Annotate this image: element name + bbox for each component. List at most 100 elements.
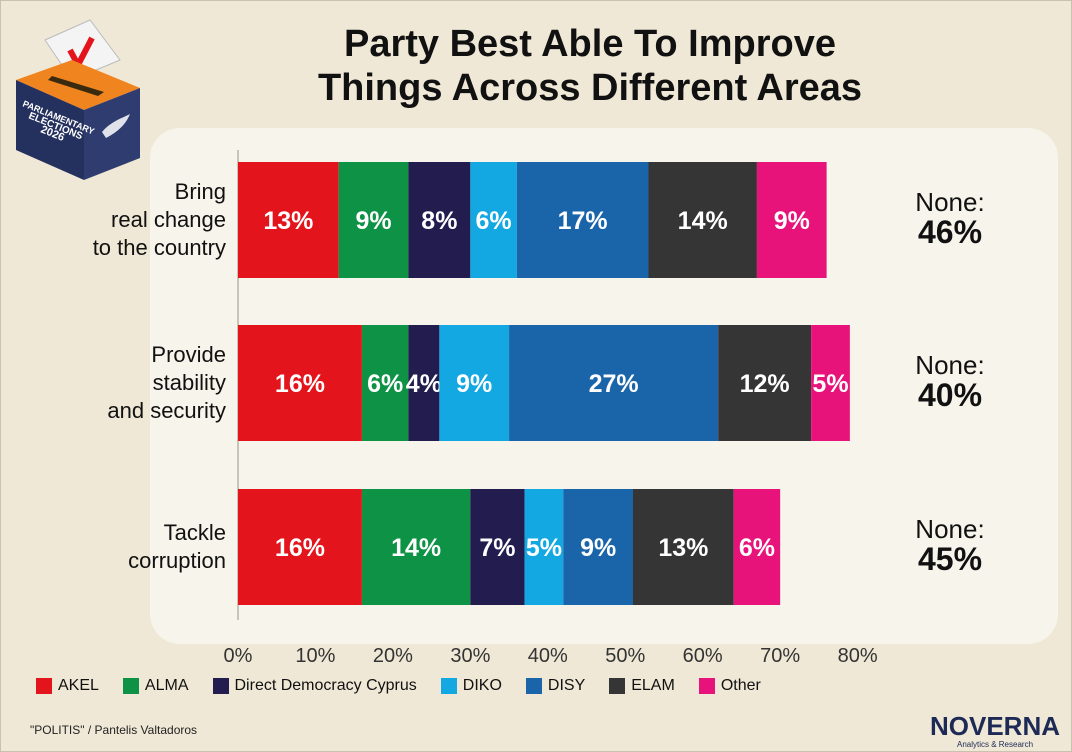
data-label: 13% <box>658 534 708 562</box>
bar-segment <box>563 489 633 605</box>
data-label: 5% <box>812 370 848 398</box>
x-tick-label: 30% <box>450 645 490 667</box>
data-label: 6% <box>367 370 403 398</box>
none-label: None: 40% <box>880 351 1020 411</box>
legend-label: ELAM <box>631 677 675 694</box>
legend-swatch <box>122 678 139 694</box>
none-value: 40% <box>917 377 983 413</box>
legend-swatch <box>36 678 52 694</box>
category-label-line: stability <box>152 370 226 395</box>
legend-item: Other <box>698 677 761 695</box>
data-label: 17% <box>558 207 608 235</box>
legend-label: DISY <box>547 677 586 694</box>
data-label: 9% <box>456 370 492 398</box>
data-label: 14% <box>391 534 441 562</box>
category-label: Tackle corruption <box>30 519 226 575</box>
legend: AKEL ALMA Direct Democracy Cyprus DIKO DISY E… <box>36 674 785 698</box>
data-label: 9% <box>580 534 616 562</box>
legend-swatch <box>525 678 542 694</box>
bar-segment <box>516 162 649 278</box>
bar-segment <box>408 162 471 278</box>
data-label: 12% <box>740 370 790 398</box>
none-value: 45% <box>917 541 983 577</box>
legend-item: ELAM <box>609 677 675 695</box>
none-caption: None: <box>915 187 985 217</box>
bar-segment <box>733 489 781 605</box>
x-tick-label: 80% <box>838 645 878 667</box>
category-label-line: Tackle <box>163 520 226 545</box>
legend-label: AKEL <box>58 677 99 694</box>
brand-tagline: Analytics & Research <box>956 740 1034 749</box>
legend-item: DIKO <box>440 677 502 695</box>
data-label: 16% <box>275 370 325 398</box>
title-line-2: Things Across Different Areas <box>317 67 863 109</box>
none-caption: None: <box>915 514 985 544</box>
legend-swatch <box>609 678 626 694</box>
legend-label: DIKO <box>462 677 502 694</box>
data-label: 6% <box>739 534 775 562</box>
bar-segment <box>238 325 362 441</box>
bar-segment <box>361 489 471 605</box>
x-tick-label: 20% <box>373 645 413 667</box>
data-label: 16% <box>275 534 325 562</box>
brand-name: NOVERNA <box>930 711 1061 741</box>
legend-item: DISY <box>525 677 586 695</box>
chart-title: Party Best Able To Improve Things Across… <box>240 22 940 110</box>
bar-segment <box>524 489 564 605</box>
data-label: 6% <box>476 207 512 235</box>
legend-item: AKEL <box>36 677 99 695</box>
bar-segment <box>632 489 734 605</box>
bar-segment <box>470 489 525 605</box>
bar-segment <box>718 325 812 441</box>
x-tick-label: 50% <box>605 645 645 667</box>
bar-segment <box>439 325 510 441</box>
data-label: 13% <box>263 207 313 235</box>
bar-segment <box>648 162 757 278</box>
category-label: Bring real change to the country <box>30 178 226 262</box>
source-credit: "POLITIS" / Pantelis Valtadoros <box>30 723 198 737</box>
category-label-line: and security <box>107 398 226 423</box>
data-label: 27% <box>589 370 639 398</box>
title-line-1: Party Best Able To Improve <box>343 23 836 65</box>
legend-label: Direct Democracy Cyprus <box>234 677 417 694</box>
none-value: 46% <box>917 214 983 250</box>
data-label: 14% <box>678 207 728 235</box>
bar-segment <box>408 325 440 441</box>
x-tick-label: 40% <box>528 645 568 667</box>
x-tick-label: 10% <box>295 645 335 667</box>
none-label: None: 46% <box>880 188 1020 248</box>
x-tick-label: 70% <box>760 645 800 667</box>
data-label: 9% <box>774 207 810 235</box>
legend-swatch <box>440 678 457 694</box>
brand-logo: NOVERNA Analytics & Research <box>930 712 1060 750</box>
x-tick-label: 60% <box>683 645 723 667</box>
category-label-line: Provide <box>151 342 226 367</box>
bar-segment <box>811 325 850 441</box>
data-label: 5% <box>526 534 562 562</box>
bar-segment <box>338 162 409 278</box>
bar-segment <box>509 325 719 441</box>
legend-item: Direct Democracy Cyprus <box>212 677 417 695</box>
legend-item: ALMA <box>122 677 189 695</box>
data-label: 8% <box>421 207 457 235</box>
data-label: 7% <box>479 534 515 562</box>
none-caption: None: <box>915 350 985 380</box>
category-label: Provide stability and security <box>30 341 226 425</box>
bar-segment <box>361 325 409 441</box>
bar-segment <box>470 162 517 278</box>
legend-swatch <box>212 678 229 694</box>
none-label: None: 45% <box>880 515 1020 575</box>
category-label-line: corruption <box>128 548 226 573</box>
bar-segment <box>238 489 362 605</box>
category-label-line: to the country <box>92 235 226 260</box>
legend-label: Other <box>720 677 761 694</box>
data-label: 4% <box>406 370 442 398</box>
bar-segment <box>238 162 339 278</box>
data-label: 9% <box>355 207 391 235</box>
category-label-line: real change <box>111 207 226 232</box>
legend-label: ALMA <box>144 677 189 694</box>
bar-segment <box>756 162 827 278</box>
legend-swatch <box>698 678 715 694</box>
ballot-box-icon: PARLIAMENTARY ELECTIONS 2026 <box>16 19 140 180</box>
